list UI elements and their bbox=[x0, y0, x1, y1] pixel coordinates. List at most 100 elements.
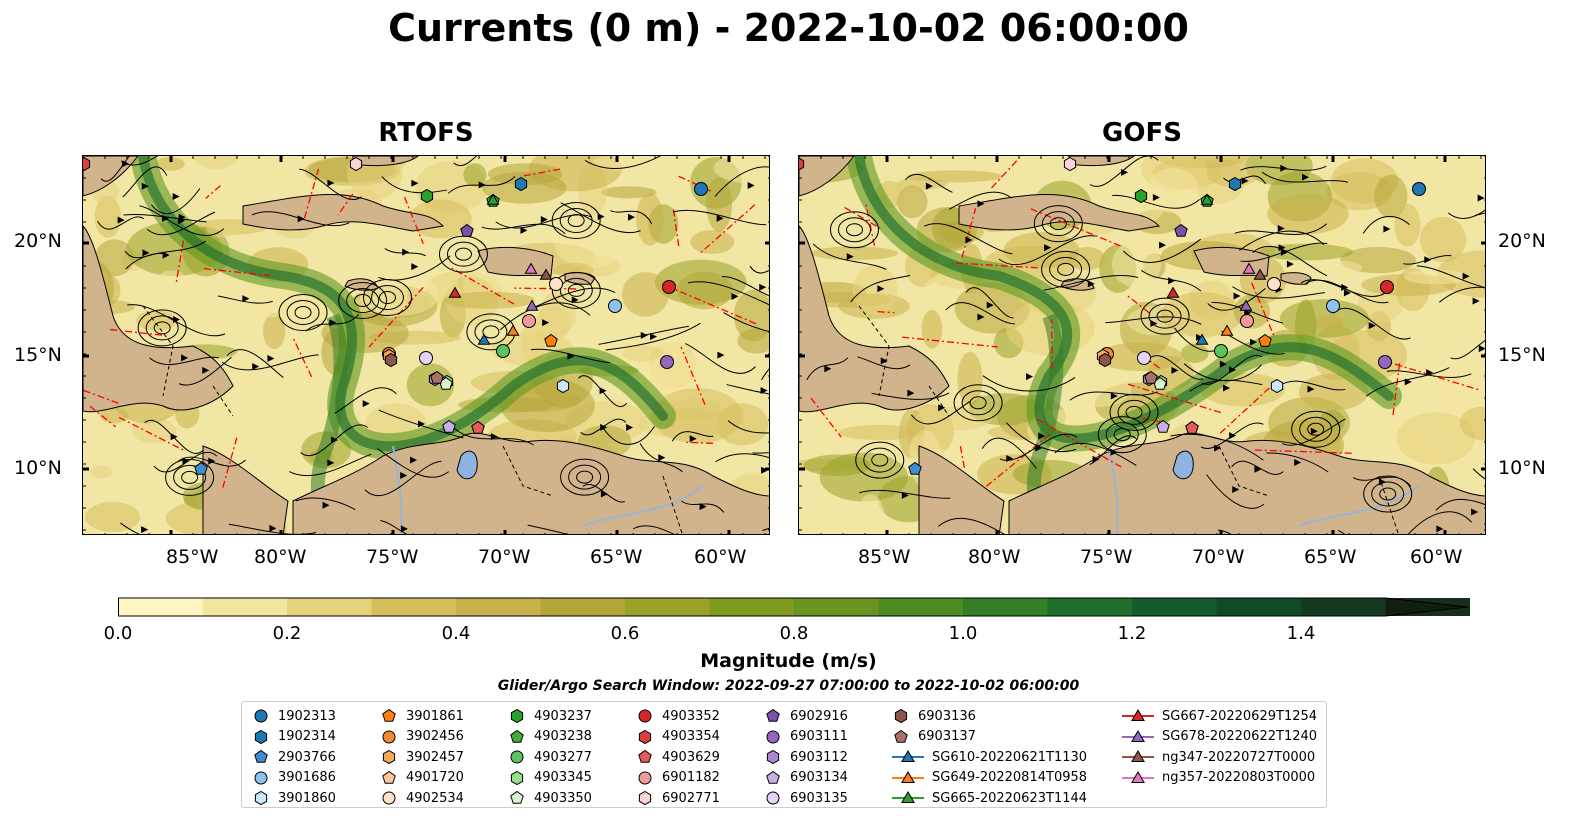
marker-4903354[interactable] bbox=[799, 157, 805, 171]
marker-SG610-20220621T1130[interactable] bbox=[477, 333, 491, 345]
marker-4903352[interactable] bbox=[1380, 280, 1394, 294]
marker-4902534[interactable] bbox=[549, 277, 563, 291]
marker-6902916[interactable] bbox=[1174, 223, 1188, 237]
marker-SG649-20220814T0958[interactable] bbox=[506, 324, 520, 336]
marker-2903766[interactable] bbox=[194, 461, 208, 475]
marker-6903134[interactable] bbox=[1156, 419, 1170, 433]
legend-label: 6903137 bbox=[918, 729, 976, 745]
marker-2903766[interactable] bbox=[908, 461, 922, 475]
marker-SG667-20220629T1254[interactable] bbox=[1166, 286, 1180, 298]
map-rtofs[interactable] bbox=[82, 155, 770, 535]
marker-3901860[interactable] bbox=[556, 378, 570, 394]
legend-column: 3901861 3902456 3902457 4901720 4902534 bbox=[380, 706, 464, 809]
marker-4903629[interactable] bbox=[471, 420, 485, 434]
marker-6902916[interactable] bbox=[460, 223, 474, 237]
marker-4902534[interactable] bbox=[1267, 277, 1281, 291]
marker-ng357-20220803T0000[interactable] bbox=[524, 262, 538, 274]
marker-6903135[interactable] bbox=[419, 351, 433, 365]
marker-SG610-20220621T1130[interactable] bbox=[1195, 333, 1209, 345]
marker-4903237[interactable] bbox=[420, 188, 434, 204]
hexagon-icon bbox=[254, 791, 268, 806]
marker-4903352[interactable] bbox=[662, 280, 676, 294]
marker-6901182[interactable] bbox=[1240, 314, 1254, 328]
colorbar-tick: 0.6 bbox=[610, 623, 640, 644]
marker-6903137[interactable] bbox=[430, 370, 444, 384]
legend-entry: 3901861 bbox=[380, 706, 464, 727]
marker-6901182[interactable] bbox=[522, 314, 536, 328]
marker-1902314[interactable] bbox=[514, 176, 528, 192]
map-gofs[interactable] bbox=[798, 155, 1486, 535]
legend-entry: 4901720 bbox=[380, 768, 464, 789]
legend-label: 6903134 bbox=[790, 770, 848, 786]
marker-3901861[interactable] bbox=[1258, 333, 1272, 347]
marker-SG678-20220622T1240[interactable] bbox=[525, 299, 539, 311]
marker-1902313[interactable] bbox=[694, 182, 708, 196]
marker-6903136[interactable] bbox=[384, 352, 398, 368]
marker-4903237[interactable] bbox=[1134, 188, 1148, 204]
marker-1902313[interactable] bbox=[1412, 182, 1426, 196]
circle-icon bbox=[638, 709, 652, 723]
hexagon-icon bbox=[510, 709, 524, 724]
marker-4903629[interactable] bbox=[1185, 420, 1199, 434]
legend-label: 3901861 bbox=[406, 708, 464, 724]
legend-label: 1902313 bbox=[278, 708, 336, 724]
legend-label: 4903345 bbox=[534, 770, 592, 786]
legend-entry: ng357-20220803T0000 bbox=[1122, 768, 1317, 789]
circle-icon bbox=[382, 730, 396, 744]
marker-ng347-20220727T0000[interactable] bbox=[1253, 268, 1267, 280]
panel-title-rtofs: RTOFS bbox=[378, 118, 474, 148]
legend-label: 4903277 bbox=[534, 749, 592, 765]
lat-label: 20°N bbox=[1498, 230, 1546, 252]
marker-SG665-20220623T1144[interactable] bbox=[1200, 193, 1214, 205]
marker-6902771[interactable] bbox=[1063, 156, 1077, 172]
legend-entry: 3901860 bbox=[252, 788, 336, 809]
lat-label: 10°N bbox=[14, 457, 62, 479]
circle-icon bbox=[382, 791, 396, 805]
marker-SG649-20220814T0958[interactable] bbox=[1220, 324, 1234, 336]
legend-label: 6903136 bbox=[918, 708, 976, 724]
legend-label: 3901860 bbox=[278, 790, 336, 806]
hexagon-icon bbox=[638, 791, 652, 806]
marker-6902771[interactable] bbox=[349, 156, 363, 172]
marker-6903137[interactable] bbox=[1144, 370, 1158, 384]
marker-4903277[interactable] bbox=[1214, 344, 1228, 358]
legend-entry: SG667-20220629T1254 bbox=[1122, 706, 1317, 727]
legend-entry: 6903137 bbox=[892, 727, 1087, 748]
marker-SG667-20220629T1254[interactable] bbox=[448, 286, 462, 298]
lon-label: 85°W bbox=[166, 546, 219, 568]
marker-ng357-20220803T0000[interactable] bbox=[1242, 262, 1256, 274]
marker-SG665-20220623T1144[interactable] bbox=[486, 193, 500, 205]
legend-entry: 4903238 bbox=[508, 727, 592, 748]
legend-entry: 4903354 bbox=[636, 727, 720, 748]
marker-6903111[interactable] bbox=[1378, 355, 1392, 369]
marker-3901686[interactable] bbox=[1326, 299, 1340, 313]
marker-3901860[interactable] bbox=[1270, 378, 1284, 394]
legend-label: 4903352 bbox=[662, 708, 720, 724]
pentagon-icon bbox=[766, 709, 780, 723]
triangle-line-icon bbox=[892, 770, 924, 783]
colorbar-tick: 1.2 bbox=[1117, 623, 1147, 644]
pentagon-icon bbox=[638, 750, 652, 764]
marker-6903136[interactable] bbox=[1098, 352, 1112, 368]
marker-6903135[interactable] bbox=[1137, 351, 1151, 365]
legend-entry: 4903277 bbox=[508, 747, 592, 768]
legend-column: 6903136 6903137 SG610-20220621T1130 SG649-2… bbox=[892, 706, 1087, 809]
legend-entry: 3902457 bbox=[380, 747, 464, 768]
colorbar bbox=[118, 597, 1471, 621]
marker-3901861[interactable] bbox=[544, 333, 558, 347]
marker-3901686[interactable] bbox=[608, 299, 622, 313]
marker-4903277[interactable] bbox=[496, 344, 510, 358]
marker-ng347-20220727T0000[interactable] bbox=[539, 268, 553, 280]
legend-label: 3902456 bbox=[406, 729, 464, 745]
triangle-line-icon bbox=[892, 750, 924, 763]
circle-icon bbox=[254, 771, 268, 785]
marker-6903111[interactable] bbox=[660, 355, 674, 369]
legend-label: SG610-20220621T1130 bbox=[932, 749, 1088, 765]
marker-SG678-20220622T1240[interactable] bbox=[1239, 299, 1253, 311]
legend-label: 1902314 bbox=[278, 729, 336, 745]
marker-4903354[interactable] bbox=[83, 156, 91, 172]
lon-label: 65°W bbox=[1304, 546, 1357, 568]
marker-1902314[interactable] bbox=[1228, 176, 1242, 192]
legend-label: SG678-20220622T1240 bbox=[1162, 729, 1318, 745]
marker-6903134[interactable] bbox=[442, 419, 456, 433]
